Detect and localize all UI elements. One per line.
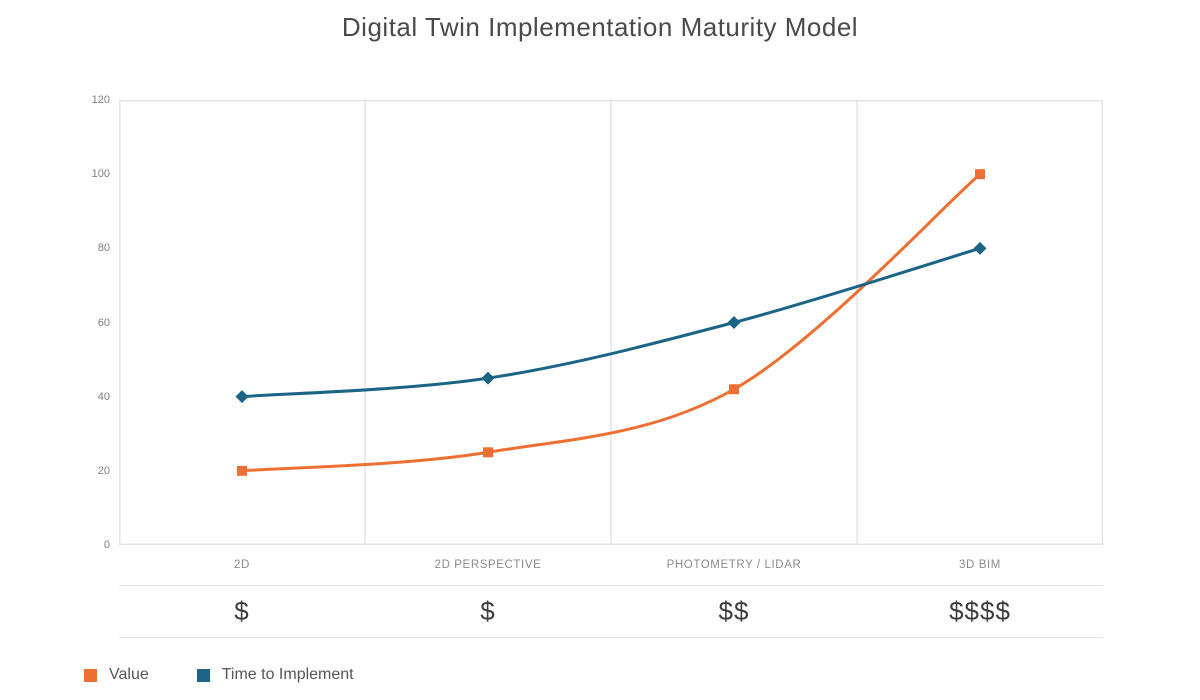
y-axis-tick-label: 80 [97,242,110,255]
square-marker [975,169,985,180]
legend-label: Value [109,666,149,683]
diamond-marker [235,390,249,404]
x-axis-labels: 2D 2D PERSPECTIVE PHOTOMETRY / LIDAR 3D BIM [119,545,1103,586]
legend-item-value[interactable]: Value [84,666,149,684]
x-axis-category-label: 3D BIM [959,559,1001,571]
diamond-marker [973,241,987,255]
diamond-marker [481,371,495,385]
y-axis-tick-label: 60 [97,316,110,329]
series-line-value [240,172,982,473]
chart-title: Digital Twin Implementation Maturity Mod… [341,12,859,42]
square-marker [483,447,493,458]
legend-label: Time to Implement [221,666,354,683]
y-axis-tick-label: 40 [97,390,110,403]
cost-cell: $$ [718,596,750,626]
cost-cell: $$$$ [949,596,1011,626]
square-marker [237,465,247,476]
y-axis-tick-label: 100 [91,168,110,181]
cost-table-row: $ $ $$ $$$$ [119,586,1103,638]
legend-swatch-icon [84,668,97,682]
legend-swatch-icon [196,668,210,682]
y-axis-tick-label: 120 [91,94,110,106]
y-axis-tick-label: 0 [103,539,110,551]
cost-cell: $ [480,596,496,626]
legend-item-time-to-implement[interactable]: Time to Implement [196,666,354,684]
line-chart-plot-area [119,100,1103,545]
diamond-marker [727,316,741,329]
cost-cell: $ [234,596,250,626]
x-axis-category-label: 2D PERSPECTIVE [434,559,542,571]
x-axis-category-label: PHOTOMETRY / LIDAR [666,559,802,571]
y-axis-tick-label: 20 [97,464,110,477]
legend: Value Time to Implement [84,666,354,684]
square-marker [729,384,739,395]
x-axis-category-label: 2D [234,559,250,571]
y-axis: 120 100 80 60 40 20 0 [0,94,110,551]
plot-border [119,100,1103,545]
series-line-time-to-implement [240,246,982,399]
